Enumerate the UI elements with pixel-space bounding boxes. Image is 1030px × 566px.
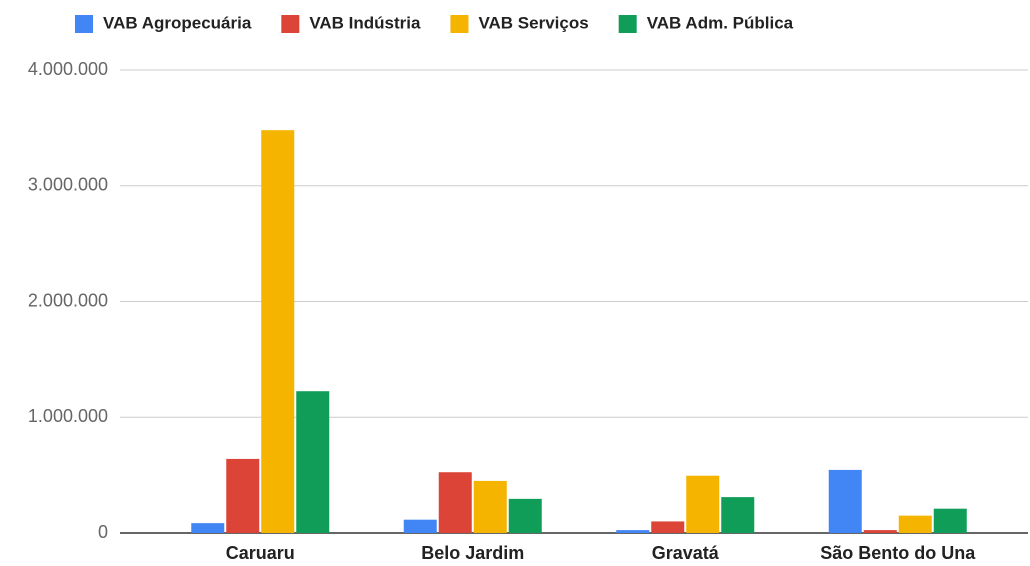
x-tick-label: Belo Jardim [421,543,524,563]
bar [296,391,330,533]
bar [721,497,755,533]
legend-swatch [450,15,469,33]
bar [651,521,685,533]
legend-swatch [281,15,300,33]
y-tick-label: 2.000.000 [28,290,108,310]
bar [438,472,472,533]
legend-label: VAB Serviços [478,13,588,32]
legend-label: VAB Indústria [309,13,421,32]
legend-swatch [75,15,93,33]
bar [191,523,225,533]
bar [403,519,437,533]
legend-label: VAB Agropecuária [103,13,252,32]
legend-label: VAB Adm. Pública [647,13,794,32]
x-tick-label: Caruaru [226,543,295,563]
bar [863,530,897,533]
bar [261,130,295,533]
x-tick-label: Gravatá [652,543,720,563]
y-tick-label: 4.000.000 [28,59,108,79]
y-tick-label: 1.000.000 [28,406,108,426]
bar [473,480,507,533]
bar [226,458,260,533]
bar [686,475,720,533]
y-tick-label: 0 [98,522,108,542]
bar [508,498,542,533]
x-tick-label: São Bento do Una [820,543,976,563]
bar [828,469,862,533]
bar [898,515,932,533]
bar [933,508,967,533]
bar [616,530,650,533]
legend-swatch [618,15,637,33]
y-tick-label: 3.000.000 [28,175,108,195]
